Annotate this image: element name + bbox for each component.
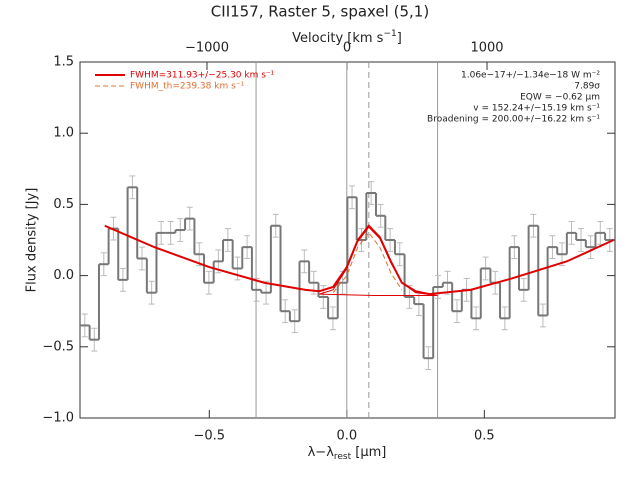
annotation: v = 152.24+/−15.19 km s⁻¹ (473, 104, 600, 114)
y-tick-label: −0.5 (42, 339, 74, 354)
y-tick-label: 0.5 (53, 197, 74, 212)
annotation: 7.89σ (574, 82, 600, 92)
x2-axis-label: Velocity [km s−1] (292, 29, 402, 46)
annotation: EQW = −0.62 μm (520, 93, 600, 103)
x2-tick-label: −1000 (185, 41, 229, 56)
y-tick-label: 0.0 (53, 268, 74, 283)
fit-curve (319, 226, 438, 297)
y-tick-label: 1.5 (53, 55, 74, 70)
x-label-main: λ−λ (308, 445, 335, 460)
chart-title: CII157, Raster 5, spaxel (5,1) (211, 3, 429, 21)
x-tick-label: 0.5 (474, 429, 495, 444)
x-tick-label: −0.5 (193, 429, 225, 444)
y-axis-label: Flux density [Jy] (25, 188, 40, 293)
annotation: Broadening = 200.00+/−16.22 km s⁻¹ (427, 115, 600, 125)
x-axis-label: λ−λrest [μm] (308, 445, 387, 462)
y-tick-label: 1.0 (53, 126, 74, 141)
x2-label-main: Velocity [km s (292, 31, 384, 46)
legend-label: FWHM_th=239.38 km s⁻¹ (130, 82, 245, 92)
x2-label-end: ] (397, 31, 402, 46)
fit-curve (332, 232, 403, 294)
y-tick-label: −1.0 (42, 411, 74, 426)
fit-curve (104, 224, 615, 296)
legend-label: FWHM=311.93+/−25.30 km s⁻¹ (130, 71, 275, 81)
x-label-sub: rest (334, 452, 352, 462)
annotation: 1.06e−17+/−1.34e−18 W m⁻² (461, 71, 600, 81)
x-label-end: [μm] (351, 445, 386, 460)
x2-tick-label: 1000 (470, 41, 503, 56)
x2-tick-label: 0 (343, 41, 351, 56)
x2-label-sup: −1 (383, 29, 396, 39)
x-tick-label: 0.0 (336, 429, 357, 444)
